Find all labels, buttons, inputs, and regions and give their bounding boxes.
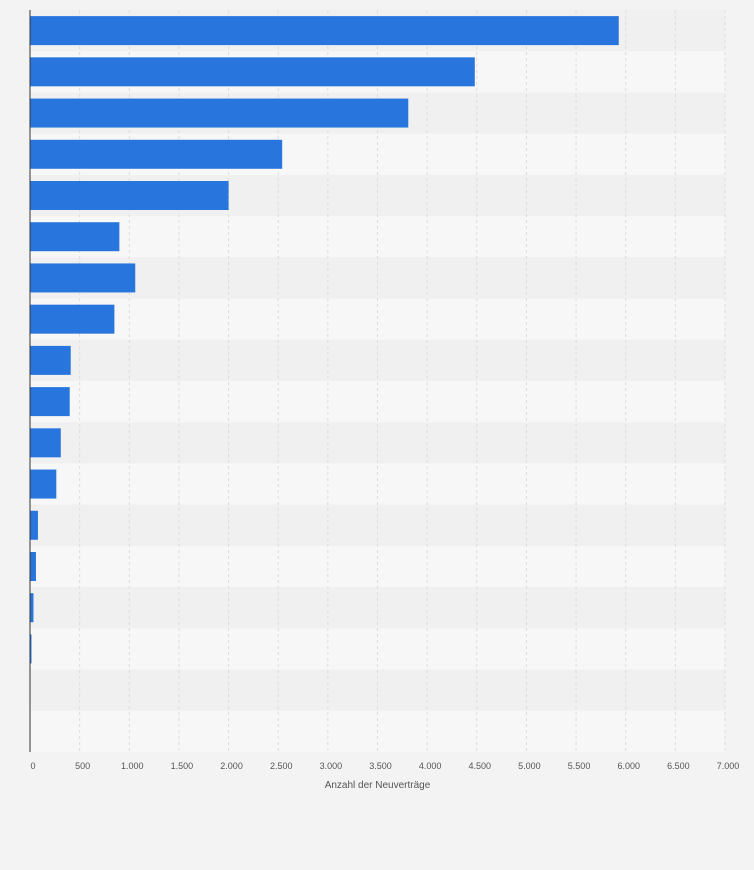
bar[interactable] bbox=[30, 593, 34, 623]
bar[interactable] bbox=[30, 98, 409, 128]
x-tick-labels: 0 500 1.000 1.500 2.000 2.500 3.000 3.500 4.000 4… bbox=[30, 761, 739, 771]
bar[interactable] bbox=[30, 469, 57, 499]
bar[interactable] bbox=[30, 181, 229, 210]
x-tick-label: 3.500 bbox=[369, 761, 392, 771]
bar[interactable] bbox=[30, 634, 32, 664]
gridlines bbox=[79, 10, 726, 752]
bar[interactable] bbox=[30, 428, 61, 458]
bar[interactable] bbox=[30, 263, 136, 293]
bar[interactable] bbox=[30, 345, 71, 375]
bar[interactable] bbox=[30, 57, 475, 87]
x-tick-label: 0 bbox=[30, 761, 35, 771]
bar[interactable] bbox=[30, 387, 70, 417]
x-tick-label: 2.000 bbox=[220, 761, 243, 771]
x-tick-label: 5.500 bbox=[568, 761, 591, 771]
x-tick-label: 1.000 bbox=[121, 761, 144, 771]
x-tick-label: 3.000 bbox=[320, 761, 343, 771]
bar[interactable] bbox=[30, 304, 115, 334]
x-tick-label: 2.500 bbox=[270, 761, 293, 771]
x-tick-label: 1.500 bbox=[171, 761, 194, 771]
bar[interactable] bbox=[30, 139, 283, 169]
x-tick-label: 6.500 bbox=[667, 761, 690, 771]
x-tick-label: 4.500 bbox=[469, 761, 492, 771]
bar[interactable] bbox=[30, 552, 36, 581]
x-tick-label: 4.000 bbox=[419, 761, 442, 771]
bars bbox=[30, 16, 619, 664]
bar[interactable] bbox=[30, 222, 120, 252]
x-tick-label: 6.000 bbox=[617, 761, 640, 771]
bar[interactable] bbox=[30, 16, 619, 46]
x-tick-label: 7.000 bbox=[717, 761, 740, 771]
x-tick-label: 500 bbox=[75, 761, 90, 771]
x-axis-title: Anzahl der Neuverträge bbox=[325, 780, 431, 791]
bar[interactable] bbox=[30, 510, 38, 540]
x-tick-label: 5.000 bbox=[518, 761, 541, 771]
